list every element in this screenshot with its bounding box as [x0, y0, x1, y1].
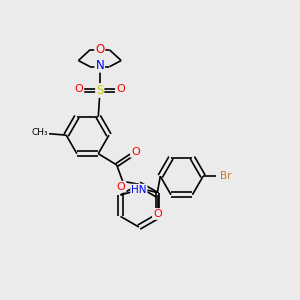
Text: O: O	[131, 147, 140, 157]
Text: HN: HN	[131, 184, 147, 195]
Text: O: O	[95, 43, 104, 56]
Text: O: O	[116, 84, 125, 94]
Text: O: O	[153, 209, 162, 219]
Text: S: S	[96, 84, 103, 97]
Text: N: N	[95, 59, 104, 72]
Text: CH₃: CH₃	[32, 128, 48, 137]
Text: Br: Br	[220, 171, 232, 181]
Text: O: O	[75, 84, 83, 94]
Text: O: O	[117, 182, 125, 192]
